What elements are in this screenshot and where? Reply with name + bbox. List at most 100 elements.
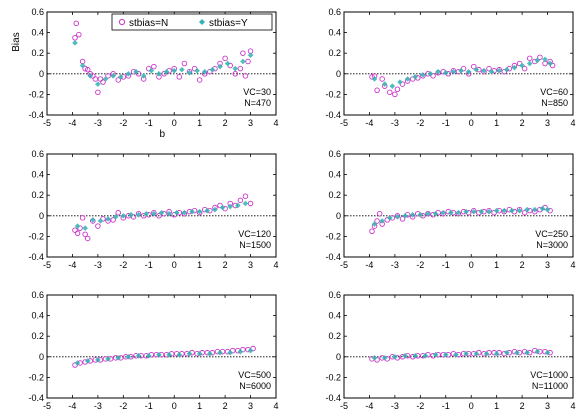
y-tick-label: 0.2 (328, 331, 341, 341)
x-tick-label: 4 (570, 260, 575, 270)
data-point (463, 350, 469, 357)
data-point (387, 89, 393, 96)
data-point (374, 87, 380, 94)
data-point (196, 208, 203, 215)
data-point (524, 349, 531, 356)
x-tick-label: 3 (248, 118, 253, 128)
x-tick-label: -3 (94, 118, 102, 128)
panel-1: -5 -4 -3 -2 -1 0 1 2 3 4 -0.4 -0.2 0 0.2 0.4 0.6 Bias b VC… (11, 7, 279, 140)
x-tick-label: -1 (145, 401, 153, 411)
data-point (371, 221, 378, 227)
data-point (453, 351, 459, 358)
data-point (128, 211, 134, 218)
x-tick-label: -5 (340, 401, 348, 411)
x-tick-label: -4 (365, 260, 373, 270)
data-point (224, 60, 231, 67)
data-point (79, 215, 86, 221)
panel-annotation: VC=120 (238, 229, 271, 239)
y-tick-label: 0.2 (31, 190, 44, 200)
x-tick-label: 1 (197, 401, 202, 411)
x-tick-label: -4 (68, 260, 76, 270)
data-point (176, 351, 183, 358)
y-tick-label: 0 (39, 69, 44, 79)
y-tick-label: -0.4 (28, 110, 44, 120)
data-point (534, 348, 541, 355)
data-point (105, 216, 111, 222)
data-point (89, 217, 96, 223)
data-point (79, 62, 86, 69)
data-point (135, 352, 142, 359)
panel-5: -5 -4 -3 -2 -1 0 1 2 3 4 -0.4 -0.2 0 0.2 0.4 0.6 VC=500N… (28, 290, 278, 411)
y-tick-label: 0 (39, 211, 44, 221)
y-tick-label: 0.2 (31, 48, 44, 58)
data-point (125, 353, 132, 360)
y-tick-label: 0.4 (31, 170, 44, 180)
data-point (156, 213, 162, 219)
data-point (95, 81, 101, 87)
y-tick-label: -0.4 (325, 252, 341, 262)
x-tick-label: -1 (442, 401, 450, 411)
panel-annotation: N=850 (541, 98, 568, 108)
data-point (471, 63, 477, 70)
data-point (463, 208, 469, 215)
data-point (435, 68, 441, 75)
data-point (232, 71, 239, 77)
data-point (519, 62, 525, 69)
data-point (542, 56, 548, 63)
plot-frame (343, 294, 574, 399)
data-point (194, 67, 200, 74)
data-point (95, 357, 101, 363)
data-point (102, 76, 109, 82)
legend-marker-stbias-y (199, 19, 205, 25)
data-point (458, 67, 464, 74)
data-point (156, 70, 162, 77)
x-tick-label: 4 (273, 401, 278, 411)
y-tick-label: -0.4 (325, 110, 341, 120)
data-point (186, 69, 193, 76)
plot-frame (46, 11, 277, 116)
data-point (212, 206, 218, 213)
x-tick-label: 2 (223, 260, 228, 270)
y-tick-label: 0.6 (328, 149, 341, 159)
series-stbias-n (369, 54, 556, 98)
data-point (516, 207, 523, 214)
data-point (219, 204, 226, 211)
y-tick-label: 0.4 (328, 170, 341, 180)
data-point (376, 210, 383, 217)
data-point (402, 212, 408, 219)
data-point (145, 352, 152, 359)
data-point (181, 60, 188, 67)
x-tick-label: 3 (545, 401, 550, 411)
data-point (417, 211, 424, 218)
data-point (117, 74, 124, 80)
x-tick-label: 0 (172, 118, 177, 128)
x-tick-label: 4 (273, 260, 278, 270)
x-tick-label: 0 (172, 401, 177, 411)
data-point (95, 89, 101, 96)
data-point (465, 68, 472, 75)
x-tick-label: 2 (520, 260, 525, 270)
x-tick-label: 3 (248, 401, 253, 411)
data-point (488, 68, 495, 75)
data-point (217, 349, 223, 356)
data-point (392, 91, 398, 98)
data-point (125, 70, 132, 77)
y-tick-label: 0.6 (31, 149, 44, 159)
data-point (521, 209, 528, 216)
legend: stbias=N stbias=Y (111, 13, 273, 31)
data-point (73, 20, 80, 27)
x-tick-label: 2 (520, 118, 525, 128)
x-tick-label: 1 (197, 118, 202, 128)
plot-frame (46, 153, 277, 258)
y-tick-label: 0 (336, 211, 341, 221)
x-tick-label: -1 (145, 260, 153, 270)
data-point (478, 208, 485, 215)
data-point (526, 55, 533, 62)
x-tick-label: 1 (494, 260, 499, 270)
x-tick-label: 2 (223, 401, 228, 411)
data-point (166, 210, 172, 217)
data-point (112, 214, 119, 220)
data-point (521, 65, 528, 72)
data-point (196, 77, 203, 83)
data-point (442, 69, 449, 76)
